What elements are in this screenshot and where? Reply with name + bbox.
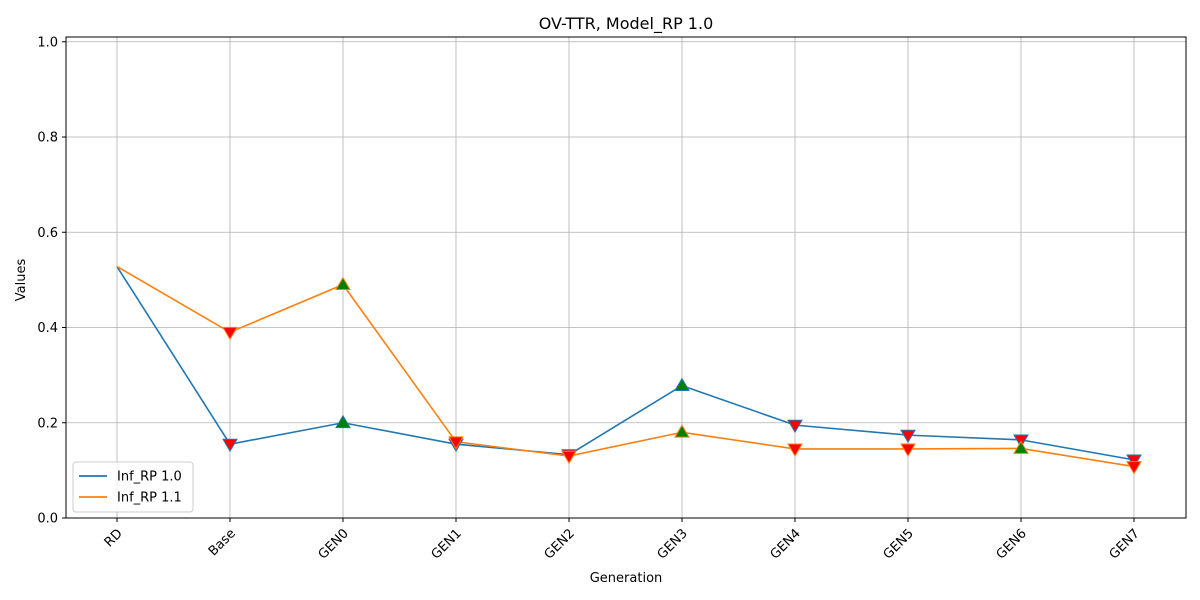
plot-frame [65,36,1187,519]
x-tick-label: GEN6 [994,526,1030,562]
legend-box [72,461,194,513]
x-tick-label: GEN7 [1107,526,1143,562]
marker-down-series-2-gen5 [900,443,916,457]
marker-down-series-2-base [222,326,238,341]
marker-down-series-2-gen4 [787,443,803,457]
marker-down-series-2-gen7 [1126,461,1142,475]
x-tick-label: RD [102,526,126,550]
marker-down-series-1-gen7 [1126,454,1142,468]
legend-label-2: Inf_RP 1.1 [117,491,182,506]
x-tick-label: GEN0 [316,526,352,562]
x-axis-ticks: RD Base GEN0 GEN1 GEN2 GEN3 GEN4 GEN5 GEN6 GEN7 [102,518,1143,562]
marker-up-series-2-gen3 [674,424,690,438]
series-lines [116,265,1135,468]
marker-down-series-1-gen5 [900,429,916,444]
marker-up-series-1-gen0 [335,414,351,429]
marker-down-series-1-gen4 [787,419,803,434]
series-line-1 [116,266,1135,461]
x-tick-label: GEN5 [881,526,917,562]
x-tick-label: GEN2 [542,526,578,562]
y-tick-label: 0.2 [37,416,58,431]
series-line-2 [116,265,1135,468]
y-tick-label: 0.6 [37,226,58,241]
y-tick-label: 0.8 [37,131,58,146]
marker-up-series-2-gen0 [335,276,351,291]
marker-down-series-2-gen2 [561,450,577,465]
y-tick-label: 0.0 [37,512,58,527]
legend: Inf_RP 1.0 Inf_RP 1.1 [72,461,194,513]
x-tick-label: GEN3 [655,526,691,562]
marker-up-series-1-gen3 [674,377,690,392]
y-axis-label: Values [14,259,29,302]
x-tick-label: Base [206,526,239,559]
y-tick-label: 0.4 [37,321,58,336]
marker-up-series-2-gen6 [1013,440,1029,454]
x-tick-label: GEN1 [429,526,465,562]
x-tick-label: GEN4 [768,526,804,562]
chart-title: OV-TTR, Model_RP 1.0 [539,14,714,34]
y-axis-ticks: 0.0 0.2 0.4 0.6 0.8 1.0 [37,35,66,527]
y-tick-label: 1.0 [37,35,58,50]
change-markers [222,276,1142,475]
x-axis-label: Generation [590,571,663,586]
marker-down-series-2-gen1 [448,436,464,450]
legend-label-1: Inf_RP 1.0 [117,470,182,485]
marker-down-series-1-base [222,438,238,453]
